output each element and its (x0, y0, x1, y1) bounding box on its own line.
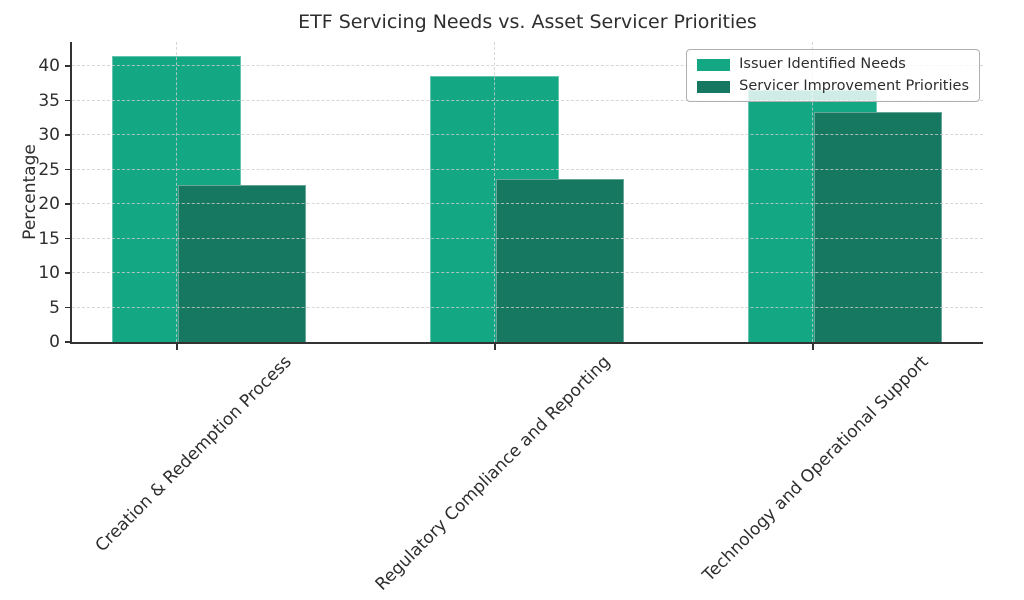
bar-series1-cat1 (496, 179, 624, 342)
gridline-horizontal (72, 237, 983, 239)
y-tick-mark (65, 306, 72, 309)
x-tick-label: Regulatory Compliance and Reporting (371, 352, 615, 595)
legend-item: Issuer Identified Needs (697, 56, 969, 73)
gridline-horizontal (72, 306, 983, 308)
legend-label: Servicer Improvement Priorities (739, 78, 969, 94)
gridline-vertical (812, 42, 813, 342)
y-tick-mark (65, 168, 72, 171)
y-tick-label: 20 (38, 194, 60, 215)
legend-item: Servicer Improvement Priorities (697, 78, 969, 95)
gridline-horizontal (72, 168, 983, 170)
x-tick-mark (176, 344, 178, 350)
y-tick-mark (65, 237, 72, 240)
y-tick-mark (65, 272, 72, 274)
y-tick-label: 30 (38, 125, 60, 146)
y-axis-label: Percentage (20, 144, 40, 240)
x-tick-label: Creation & Redemption Process (92, 352, 297, 557)
legend-swatch (697, 58, 731, 71)
y-tick-label: 10 (38, 263, 60, 284)
chart-title: ETF Servicing Needs vs. Asset Servicer P… (298, 11, 757, 33)
y-tick-label: 25 (38, 159, 60, 180)
gridline-vertical (176, 42, 177, 342)
y-tick-label: 0 (49, 332, 60, 352)
y-tick-mark (65, 341, 72, 343)
y-tick-mark (65, 203, 72, 205)
gridline-horizontal (72, 134, 983, 136)
gridline-vertical (494, 42, 495, 342)
y-tick-label: 15 (38, 228, 60, 249)
x-tick-label: Technology and Operational Support (698, 352, 933, 586)
y-tick-label: 40 (38, 56, 60, 77)
y-tick-label: 5 (49, 297, 60, 318)
y-tick-mark (65, 65, 72, 67)
x-axis-spine (70, 342, 983, 344)
gridline-horizontal (72, 65, 983, 67)
y-axis-spine (70, 42, 72, 344)
plot-area (72, 42, 983, 342)
y-tick-label: 35 (38, 90, 60, 111)
y-tick-mark (65, 134, 72, 136)
legend-swatch (697, 80, 731, 93)
x-tick-mark (812, 344, 814, 350)
legend-label: Issuer Identified Needs (739, 56, 906, 72)
y-tick-mark (65, 99, 72, 102)
gridline-horizontal (72, 99, 983, 101)
legend: Issuer Identified Needs Servicer Improve… (686, 49, 980, 102)
gridline-horizontal (72, 203, 983, 205)
bar-series1-cat0 (178, 185, 306, 342)
x-tick-mark (494, 344, 496, 350)
gridline-horizontal (72, 272, 983, 274)
bar-series1-cat2 (814, 112, 942, 342)
